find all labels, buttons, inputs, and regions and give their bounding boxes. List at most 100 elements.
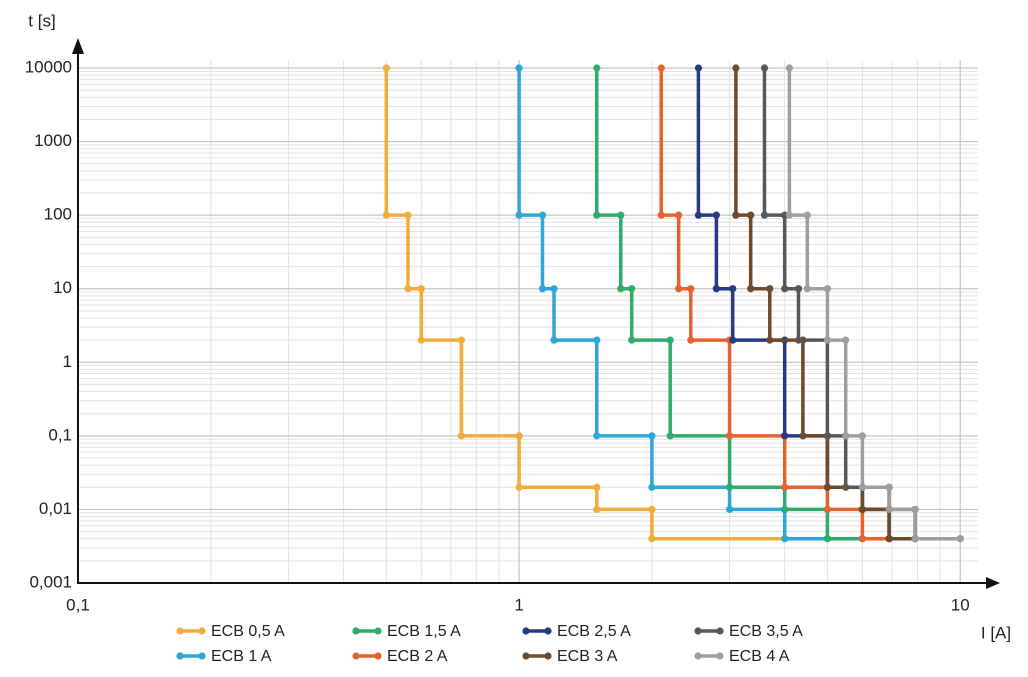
series-point	[781, 483, 789, 491]
series-point	[858, 505, 866, 514]
legend-label: ECB 3,5 A	[729, 623, 803, 640]
series-point	[628, 285, 636, 293]
legend: ECB 0,5 A ECB 1 A ECB 1,5 A ECB 2 A ECB 2,5 …	[176, 623, 803, 665]
series-point	[712, 211, 720, 219]
x-tick-label: 10	[951, 595, 970, 614]
series-point	[593, 336, 601, 344]
series-point	[823, 285, 832, 293]
series-point	[617, 285, 625, 293]
series-point	[593, 505, 601, 514]
series-point	[382, 211, 390, 219]
series-point	[515, 64, 523, 72]
series-point	[687, 285, 695, 293]
series-point	[785, 64, 794, 72]
series-point	[550, 285, 558, 293]
series-point	[781, 505, 789, 514]
series-point	[760, 211, 769, 219]
series-point	[785, 211, 794, 219]
series-point	[799, 432, 807, 440]
series-point	[404, 285, 412, 293]
legend-swatch-dot	[544, 627, 552, 635]
series-point	[885, 483, 893, 491]
series-point	[538, 285, 547, 293]
legend-swatch-dot	[374, 627, 382, 635]
series-point	[858, 483, 866, 491]
series-point	[694, 211, 703, 219]
series-line	[659, 68, 890, 541]
series-point	[803, 211, 811, 219]
series-point	[593, 211, 601, 219]
series-point	[858, 432, 866, 440]
series-point	[725, 483, 734, 491]
series-layer	[382, 64, 964, 543]
series-point	[760, 64, 769, 72]
legend-swatch-dot	[176, 652, 184, 660]
series-point	[457, 432, 466, 440]
x-tick-label: 0,1	[66, 595, 90, 614]
x-axis-label: I [A]	[981, 623, 1011, 642]
series-point	[885, 505, 893, 514]
series-point	[823, 432, 832, 440]
series-point	[823, 483, 832, 491]
legend-swatch-dot	[544, 652, 552, 660]
y-tick-label: 0,001	[29, 572, 72, 591]
axes	[72, 38, 1000, 589]
series-point	[911, 505, 919, 514]
y-axis-arrow	[72, 38, 84, 54]
series-point	[823, 535, 832, 543]
series-point	[694, 64, 703, 72]
series-point	[593, 483, 601, 491]
legend-label: ECB 2 A	[387, 648, 448, 665]
legend-swatch-dot	[522, 652, 530, 660]
y-tick-label: 0,1	[48, 425, 72, 444]
series-point	[842, 432, 850, 440]
series-point	[747, 211, 755, 219]
series-point	[732, 211, 740, 219]
series-point	[648, 432, 656, 440]
series-point	[666, 336, 674, 344]
series-point	[628, 336, 636, 344]
legend-label: ECB 2,5 A	[557, 623, 631, 640]
series-point	[911, 535, 919, 543]
y-tick-label: 100	[44, 205, 72, 224]
series-point	[675, 285, 683, 293]
legend-label: ECB 1 A	[211, 648, 272, 665]
series-point	[885, 535, 893, 543]
series-point	[593, 64, 601, 72]
series-point	[823, 505, 832, 514]
legend-swatch-dot	[352, 627, 360, 635]
series-point	[823, 336, 832, 344]
series-point	[956, 535, 964, 543]
legend-swatch-dot	[716, 652, 724, 660]
legend-swatch-dot	[198, 652, 206, 660]
series-point	[515, 432, 523, 440]
series-point	[781, 285, 789, 293]
series-point	[842, 483, 850, 491]
x-tick-label: 1	[514, 595, 523, 614]
legend-swatch-dot	[522, 627, 530, 635]
y-tick-label: 1	[63, 352, 72, 371]
series-point	[404, 211, 412, 219]
series-point	[687, 336, 695, 344]
series-point	[648, 535, 656, 543]
series-point	[766, 336, 774, 344]
legend-swatch-dot	[198, 627, 206, 635]
series-point	[729, 285, 737, 293]
y-tick-label: 0,01	[39, 499, 72, 518]
series-point	[766, 285, 774, 293]
series-point	[842, 336, 850, 344]
legend-swatch-dot	[176, 627, 184, 635]
legend-label: ECB 1,5 A	[387, 623, 461, 640]
series-point	[747, 285, 755, 293]
x-axis-arrow	[986, 577, 1000, 589]
series-point	[725, 505, 734, 514]
y-tick-label: 10	[53, 278, 72, 297]
legend-label: ECB 0,5 A	[211, 623, 285, 640]
series-point	[648, 483, 656, 491]
series-point	[794, 285, 803, 293]
series-point	[657, 211, 665, 219]
legend-swatch-dot	[694, 627, 702, 635]
legend-swatch-dot	[694, 652, 702, 660]
series-point	[666, 432, 674, 440]
